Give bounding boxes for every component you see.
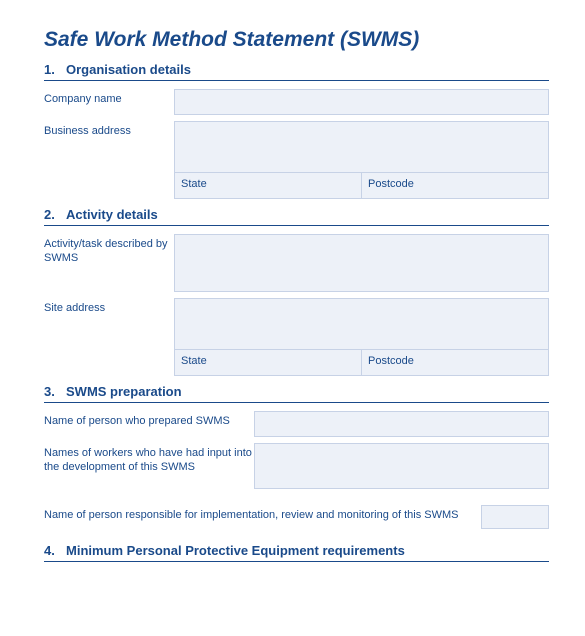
input-workers[interactable] [254, 443, 549, 489]
section-1-title: Organisation details [66, 62, 191, 77]
section-4-title: Minimum Personal Protective Equipment re… [66, 543, 405, 558]
row-company: Company name [44, 89, 549, 115]
row-site-address: Site address [44, 298, 549, 350]
section-1-number: 1. [44, 62, 66, 77]
section-2-title: Activity details [66, 207, 158, 222]
section-2-header: 2. Activity details [44, 207, 549, 226]
section-4-header: 4. Minimum Personal Protective Equipment… [44, 543, 549, 562]
section-3-number: 3. [44, 384, 66, 399]
spacer [44, 350, 174, 376]
page-title: Safe Work Method Statement (SWMS) [44, 28, 549, 52]
row-site-state-postcode: State Postcode [44, 350, 549, 376]
input-business-address[interactable] [174, 121, 549, 173]
row-prepared-by: Name of person who prepared SWMS [44, 411, 549, 437]
spacer [44, 173, 174, 199]
label-prepared-by: Name of person who prepared SWMS [44, 411, 254, 429]
section-4-number: 4. [44, 543, 66, 558]
input-prepared-by[interactable] [254, 411, 549, 437]
label-site-address: Site address [44, 298, 174, 316]
section-2-number: 2. [44, 207, 66, 222]
input-business-state[interactable]: State [174, 173, 362, 199]
label-business-address: Business address [44, 121, 174, 139]
row-activity: Activity/task described by SWMS [44, 234, 549, 292]
input-site-address[interactable] [174, 298, 549, 350]
input-business-postcode[interactable]: Postcode [362, 173, 549, 199]
section-3-header: 3. SWMS preparation [44, 384, 549, 403]
label-company: Company name [44, 89, 174, 107]
input-company[interactable] [174, 89, 549, 115]
input-activity[interactable] [174, 234, 549, 292]
row-workers-input: Names of workers who have had input into… [44, 443, 549, 489]
row-responsible: Name of person responsible for implement… [44, 505, 549, 529]
label-responsible: Name of person responsible for implement… [44, 505, 473, 523]
input-site-state[interactable]: State [174, 350, 362, 376]
input-site-postcode[interactable]: Postcode [362, 350, 549, 376]
row-business-state-postcode: State Postcode [44, 173, 549, 199]
input-responsible[interactable] [481, 505, 549, 529]
label-activity: Activity/task described by SWMS [44, 234, 174, 266]
form-page: Safe Work Method Statement (SWMS) 1. Org… [0, 0, 585, 580]
label-workers-input: Names of workers who have had input into… [44, 443, 254, 475]
row-business-address: Business address [44, 121, 549, 173]
section-3-title: SWMS preparation [66, 384, 182, 399]
section-1-header: 1. Organisation details [44, 62, 549, 81]
